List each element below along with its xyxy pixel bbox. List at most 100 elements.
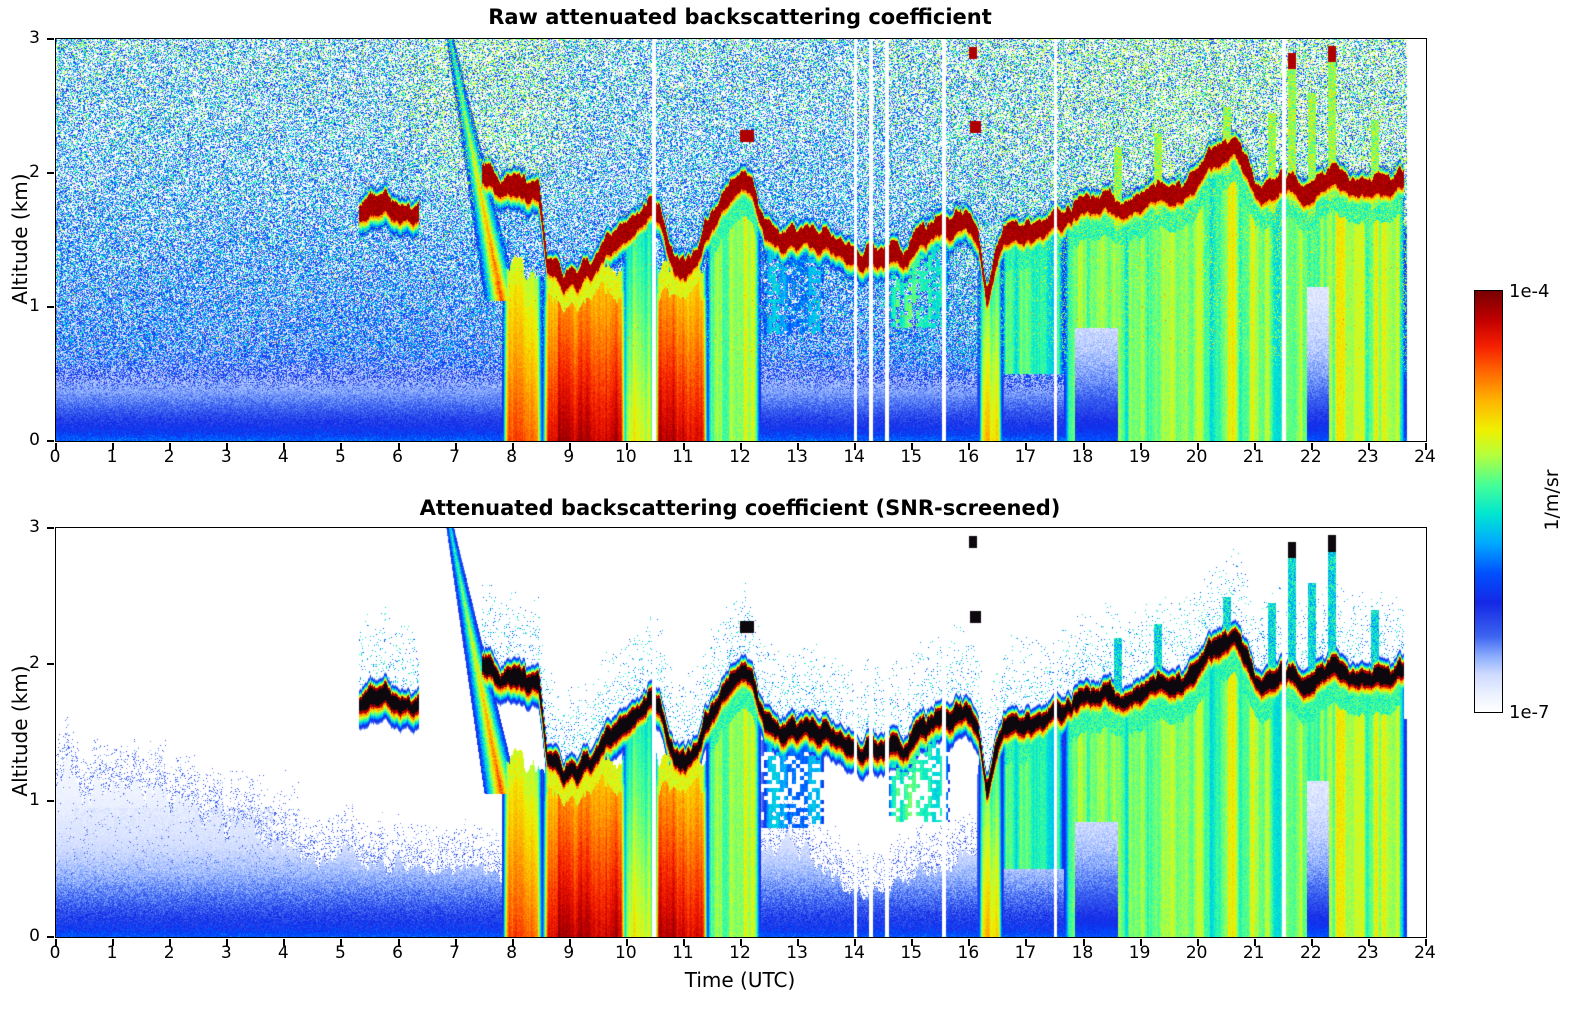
x-tick-mark [55,443,57,450]
x-tick-mark [1196,443,1199,450]
x-tick-mark [625,443,628,450]
x-tick-label: 16 [957,943,980,963]
y-tick-label: 0 [29,926,40,946]
x-tick-mark [854,939,857,946]
x-tick-mark [1082,939,1085,946]
x-tick-mark [1253,443,1256,450]
x-tick-mark [226,443,229,450]
x-tick-mark [1367,443,1370,450]
y-tick-label: 1 [29,789,40,810]
x-tick-mark [568,939,571,946]
x-tick-mark [454,443,457,450]
x-tick-mark [1025,939,1028,946]
panel1-raw-heatmap [47,38,1427,450]
x-tick-mark [1425,939,1427,946]
x-tick-label: 21 [1242,447,1265,467]
x-tick-mark [740,443,742,450]
x-tick-mark [1310,939,1313,946]
x-tick-label: 8 [506,943,518,963]
x-tick-label: 18 [1071,943,1094,963]
x-tick-label: 2 [163,447,175,467]
x-tick-label: 5 [334,447,346,467]
x-tick-label: 10 [615,447,637,467]
y-tick-label: 2 [29,161,40,182]
x-tick-mark [1139,939,1142,946]
y-tick-label: 2 [29,653,40,674]
colorbar [1474,290,1503,713]
x-tick-mark [397,443,400,450]
x-tick-mark [340,443,343,450]
x-tick-mark [1082,443,1085,450]
x-tick-mark [511,443,514,450]
x-tick-mark [55,939,57,946]
x-tick-label: 9 [563,447,575,467]
x-tick-label: 4 [277,943,289,963]
y-tick-label: 1 [29,295,40,316]
y-tick-mark [47,38,54,40]
x-tick-mark [169,443,172,450]
x-tick-label: 17 [1014,447,1037,467]
y-tick-mark [47,440,54,442]
panel2-x-tick-labels: 0 1 2 3 4 5 6 7 8 9 10 11 12 13 14 15 16 17 18 19 20 21 22 23 24 [50,943,1436,965]
panel2-y-axis-label: Altitude (km) [8,665,32,797]
y-tick-mark [47,936,54,938]
y-tick-label: 3 [29,28,40,48]
x-tick-label: 4 [277,447,289,467]
x-tick-mark [968,939,971,946]
x-tick-mark [511,939,514,946]
x-tick-mark [682,443,685,450]
x-tick-label: 14 [843,447,865,467]
x-tick-label: 7 [449,447,460,467]
y-tick-mark [47,305,54,308]
x-tick-label: 11 [672,943,694,963]
x-tick-label: 11 [672,447,694,467]
x-tick-mark [283,443,286,450]
x-tick-label: 15 [900,447,923,467]
y-tick-mark [47,799,54,802]
x-tick-mark [169,939,172,946]
x-tick-mark [911,939,914,946]
screened-heatmap-canvas [56,528,1426,937]
x-tick-label: 23 [1357,447,1379,467]
x-tick-mark [454,939,457,946]
y-tick-label: 3 [29,517,40,537]
x-tick-mark [397,939,400,946]
x-tick-mark [112,443,115,450]
x-tick-mark [682,939,685,946]
colorbar-min-label: 1e-7 [1509,702,1550,723]
x-tick-label: 1 [106,943,118,963]
x-tick-label: 21 [1242,943,1265,963]
x-axis-label: Time (UTC) [684,968,796,992]
x-tick-label: 6 [392,943,403,963]
x-tick-mark [340,939,343,946]
x-tick-mark [1253,939,1256,946]
x-tick-mark [568,443,571,450]
x-tick-label: 2 [163,943,175,963]
x-tick-mark [1025,443,1028,450]
x-tick-label: 7 [449,943,460,963]
x-tick-label: 10 [615,943,637,963]
x-tick-label: 12 [729,943,751,963]
y-tick-mark [47,527,54,529]
x-tick-label: 23 [1357,943,1379,963]
x-tick-label: 18 [1071,447,1094,467]
panel1-x-tick-labels: 0 1 2 3 4 5 6 7 8 9 10 11 12 13 14 15 16 17 18 19 20 21 22 23 24 [50,447,1436,469]
x-tick-mark [911,443,914,450]
x-tick-mark [797,443,800,450]
x-tick-mark [1310,443,1313,450]
panel2-screened-heatmap [47,527,1427,946]
y-tick-label: 0 [29,430,40,450]
x-tick-mark [625,939,628,946]
x-tick-label: 22 [1300,943,1322,963]
x-tick-label: 15 [900,943,923,963]
x-tick-label: 5 [334,943,346,963]
x-tick-label: 20 [1185,943,1208,963]
x-tick-label: 12 [729,447,751,467]
x-tick-mark [968,443,971,450]
x-tick-label: 3 [220,447,232,467]
panel1-y-tick-labels: 0 1 2 3 [0,28,48,450]
x-tick-label: 3 [220,943,232,963]
panel2-title: Attenuated backscattering coefficient (S… [419,496,1061,520]
panel2-y-tick-labels: 0 1 2 3 [0,517,48,946]
